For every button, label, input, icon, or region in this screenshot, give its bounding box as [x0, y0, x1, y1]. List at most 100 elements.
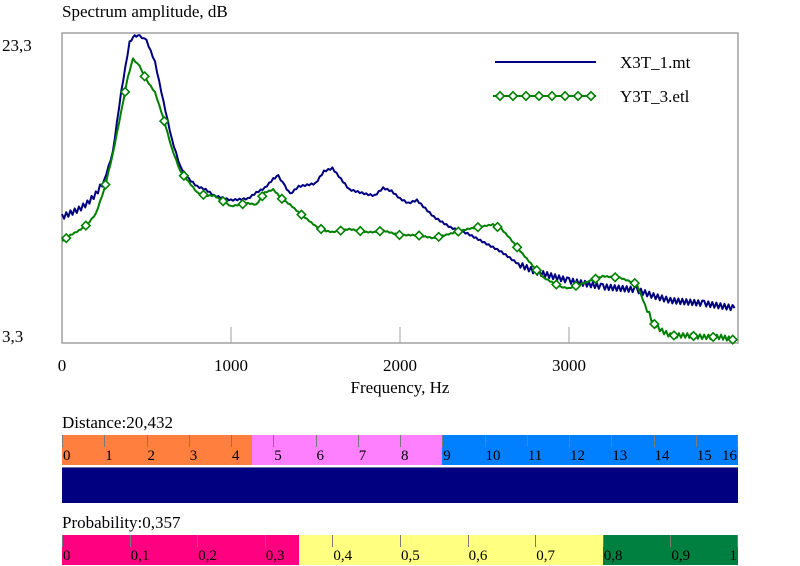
data-point-marker [668, 330, 680, 341]
probability-scale-tick-label: 0,2 [198, 548, 217, 564]
distance-scale-tick-label: 3 [189, 448, 198, 464]
data-point-marker [354, 225, 366, 237]
legend-label-y3t: Y3T_3.etl [620, 87, 690, 106]
data-point-marker [60, 232, 72, 244]
data-point-marker [472, 221, 484, 233]
x-tick-label: 2000 [383, 356, 417, 375]
distance-scale-tick-mark [569, 435, 570, 447]
spectrum-plot: X3T_1.mt Y3T_3.etl [60, 32, 739, 345]
distance-scale-tick-label: 0 [63, 448, 71, 464]
probability-scale-tick-label: 0,5 [401, 548, 420, 564]
distance-scale-tick-label: 12 [570, 448, 585, 464]
distance-scale-tick-label: 7 [358, 448, 367, 464]
probability-label: Probability:0,357 [62, 513, 181, 532]
probability-scale-tick-mark [737, 535, 738, 547]
data-point-marker [237, 198, 248, 210]
data-point-marker [100, 179, 111, 190]
legend-marker-y3t [546, 90, 558, 102]
distance-scale-tick-label: 10 [485, 448, 501, 464]
distance-scale-tick-label: 6 [316, 448, 325, 464]
data-point-marker [590, 273, 601, 285]
legend-marker-y3t [585, 90, 597, 102]
distance-scale-tick-mark [442, 435, 444, 447]
probability-scale-tick-mark [602, 535, 604, 547]
probability-scale-tick-mark [400, 535, 401, 547]
probability-scale-tick-mark [535, 535, 537, 547]
distance-scale-tick-mark [231, 435, 232, 447]
data-point-marker [80, 220, 92, 231]
distance-scale-tick-mark [315, 435, 317, 447]
distance-scale-tick-label: 8 [401, 448, 409, 464]
data-point-marker [217, 195, 229, 207]
y-tick-label-min: 3,3 [2, 327, 24, 346]
legend-marker-y3t [520, 90, 532, 102]
distance-scale-tick-label: 5 [274, 448, 282, 464]
distance-scale-tick-label: 16 [722, 448, 737, 464]
distance-scale-tick-mark [695, 435, 697, 447]
probability-scale-tick-mark [670, 535, 672, 547]
legend: X3T_1.mt Y3T_3.etl [493, 53, 691, 106]
probability-scale-tick-mark [62, 535, 63, 547]
data-point-marker [649, 318, 660, 330]
data-point-marker [413, 230, 425, 241]
chart-title: Spectrum amplitude, dB [62, 2, 228, 21]
data-point-marker [452, 226, 464, 237]
data-point-marker [374, 225, 386, 237]
data-point-marker [276, 193, 288, 205]
distance-scale-tick-mark [611, 435, 613, 447]
probability-scale-tick-mark [129, 535, 131, 547]
distance-scale-bar: 0 1 2 3 4 5 6 7 8 9 10 11 12 13 14 15 16 [62, 435, 738, 465]
data-point-marker [158, 115, 170, 127]
probability-scale-tick-label: 0,9 [671, 548, 691, 564]
distance-scale-tick-label: 14 [654, 448, 670, 464]
legend-marker-y3t [572, 90, 584, 102]
data-point-marker [256, 190, 268, 202]
distance-scale-tick-mark [400, 435, 401, 447]
distance-scale-tick-mark [653, 435, 655, 447]
x-tick-label: 1000 [214, 356, 248, 375]
data-point-marker [511, 241, 523, 253]
data-point-marker [550, 279, 562, 290]
legend-marker-y3t [533, 90, 545, 102]
distance-scale-tick-mark [62, 435, 63, 447]
x-axis-label: Frequency, Hz [350, 378, 450, 397]
legend-label-x3t: X3T_1.mt [620, 53, 691, 72]
distance-scale-tick-mark [484, 435, 486, 447]
distance-scale-tick-label: 1 [105, 448, 113, 464]
probability-scale-segment [62, 535, 299, 565]
x-tick-label: 0 [57, 356, 67, 375]
data-point-marker [198, 189, 209, 201]
distance-scale-tick-mark [104, 435, 106, 447]
data-point-marker [433, 231, 445, 243]
distance-scale-tick-mark [146, 435, 148, 447]
data-point-marker [335, 225, 347, 236]
distance-scale-tick-mark [737, 435, 738, 447]
data-point-marker [492, 221, 503, 233]
probability-scale-tick-label: 0 [63, 548, 71, 564]
probability-scale-tick-label: 0,1 [130, 548, 150, 564]
legend-marker-y3t [507, 90, 519, 102]
distance-scale-segment [62, 435, 253, 465]
data-point-marker [139, 70, 150, 82]
probability-scale-segment [298, 535, 603, 565]
probability-scale-tick-mark [264, 535, 266, 547]
series-x3t-1-mt [61, 34, 736, 312]
distance-scale-tick-label: 2 [147, 448, 156, 464]
data-point-marker [178, 170, 190, 182]
probability-scale-bar: 0 0,1 0,2 0,3 0,4 0,5 0,6 0,7 0,8 0,9 1 [62, 535, 738, 565]
distance-scale-tick-mark [188, 435, 190, 447]
plot-frame [61, 32, 739, 344]
data-point-marker [609, 271, 621, 283]
y-tick-label-max: 23,3 [2, 36, 32, 55]
data-point-marker [727, 334, 739, 345]
distance-scale-tick-mark [357, 435, 359, 447]
distance-scale-tick-label: 4 [232, 448, 240, 464]
distance-scale-tick-mark [526, 435, 528, 447]
probability-scale-tick-label: 0,8 [603, 548, 623, 564]
series-y3t-3-etl [60, 57, 739, 345]
probability-scale-tick-label: 0,7 [536, 548, 555, 564]
probability-scale-tick-label: 0,4 [333, 548, 353, 564]
data-point-marker [629, 277, 641, 289]
distance-label: Distance:20,432 [62, 413, 173, 432]
distance-value-bar [62, 467, 738, 503]
